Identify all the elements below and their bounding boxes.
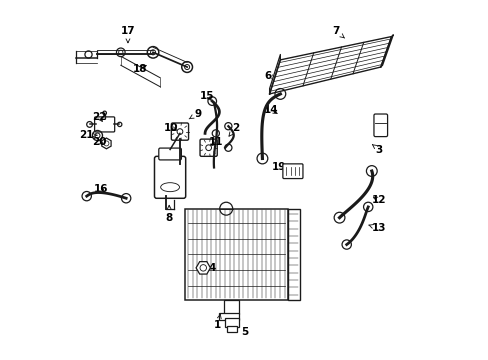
Bar [224, 318, 239, 327]
Text: 3: 3 [372, 144, 382, 154]
FancyBboxPatch shape [94, 117, 115, 132]
Text: 19: 19 [271, 162, 288, 172]
Text: 18: 18 [133, 64, 147, 74]
Text: 12: 12 [371, 195, 386, 205]
Bar [219, 313, 238, 320]
Text: 4: 4 [204, 263, 216, 273]
Text: 2: 2 [228, 123, 239, 136]
Bar [287, 209, 300, 300]
FancyBboxPatch shape [154, 156, 185, 198]
Text: 13: 13 [368, 224, 386, 233]
Text: 1: 1 [214, 314, 221, 330]
FancyBboxPatch shape [159, 148, 181, 160]
Ellipse shape [161, 183, 179, 192]
FancyBboxPatch shape [200, 139, 217, 156]
Text: 9: 9 [189, 109, 201, 119]
FancyBboxPatch shape [282, 164, 303, 179]
Polygon shape [269, 54, 280, 94]
Polygon shape [269, 37, 391, 94]
FancyBboxPatch shape [373, 114, 387, 136]
Bar [227, 326, 236, 332]
Text: 20: 20 [92, 138, 106, 147]
Text: 22: 22 [92, 112, 106, 122]
Text: 11: 11 [208, 138, 223, 147]
Text: 10: 10 [163, 123, 178, 133]
Text: 16: 16 [94, 184, 108, 194]
Polygon shape [380, 35, 392, 67]
Text: 8: 8 [165, 205, 172, 222]
Text: 5: 5 [234, 326, 247, 337]
Bar [224, 300, 238, 315]
Bar [185, 209, 287, 300]
Text: 6: 6 [264, 71, 275, 81]
Text: 21: 21 [79, 130, 97, 140]
Text: 7: 7 [331, 26, 344, 38]
Text: 15: 15 [199, 91, 214, 101]
Text: 14: 14 [264, 105, 278, 115]
Text: 17: 17 [121, 26, 135, 43]
FancyBboxPatch shape [171, 123, 188, 140]
